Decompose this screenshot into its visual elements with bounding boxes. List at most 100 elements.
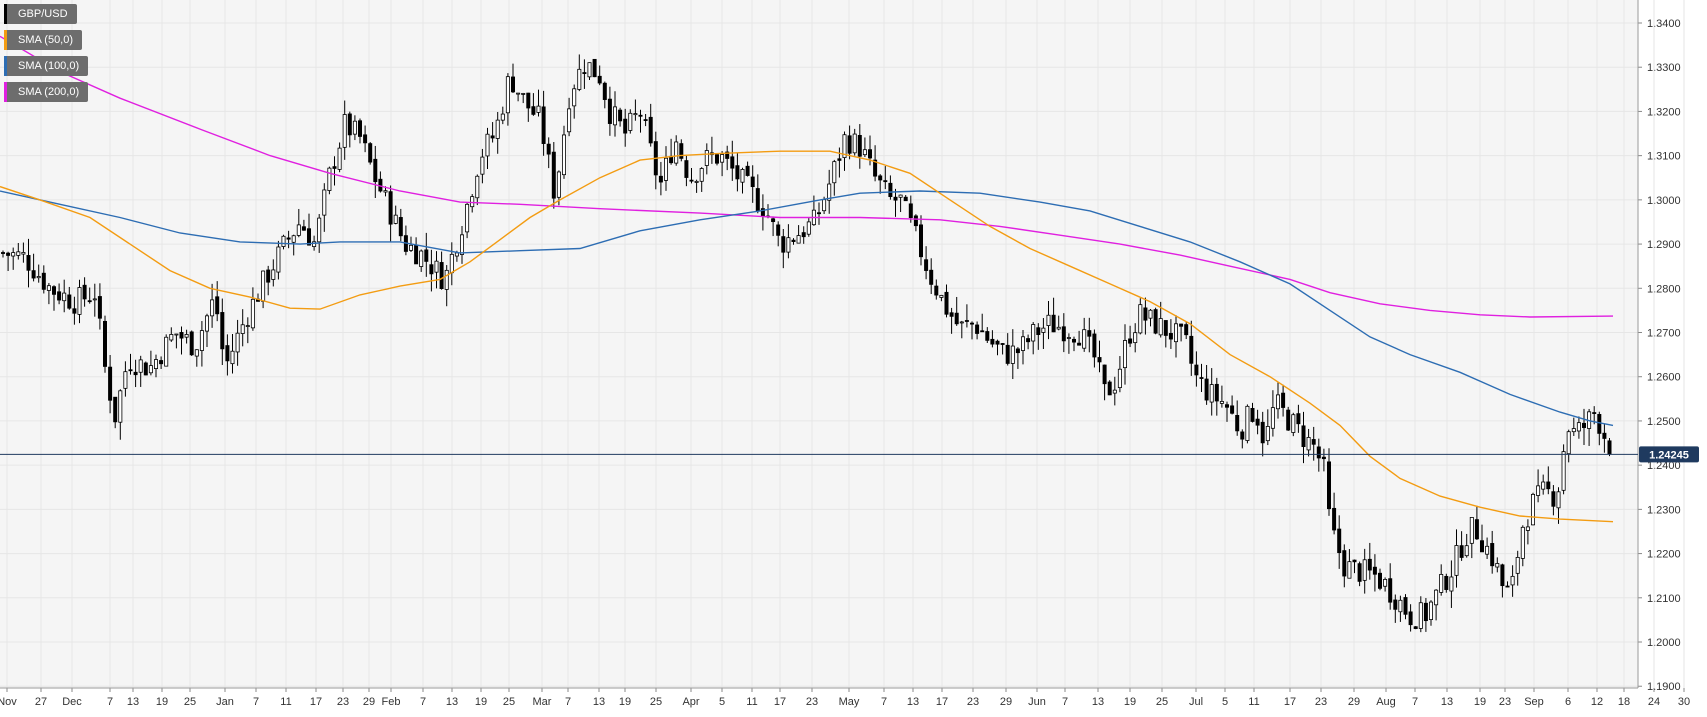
candle	[357, 118, 362, 144]
candle	[730, 140, 735, 181]
candle	[36, 264, 41, 283]
candle-body-down	[750, 176, 755, 188]
legend-item-gbpusd[interactable]: GBP/USD	[4, 4, 77, 24]
candle-body-up	[1148, 309, 1153, 319]
candle-body-down	[1327, 461, 1332, 510]
candle-body-up	[454, 252, 459, 257]
candle-body-up	[1398, 599, 1403, 613]
candle-body-down	[1551, 491, 1556, 507]
candle	[888, 175, 893, 200]
candle	[1423, 598, 1428, 632]
candle-body-down	[582, 72, 587, 74]
candle	[1204, 364, 1209, 405]
candle	[352, 115, 357, 141]
x-tick-label: 19	[475, 696, 487, 708]
candle	[1225, 401, 1230, 422]
candle	[1255, 409, 1260, 435]
x-tick-label: 11	[1248, 696, 1259, 708]
x-tick-label: 19	[1124, 696, 1136, 708]
y-tick-label: 1.3100	[1647, 151, 1681, 163]
candle-body-up	[342, 114, 347, 148]
candle	[985, 327, 990, 344]
candle-body-up	[337, 147, 342, 170]
candle-body-down	[970, 322, 975, 325]
candle	[919, 215, 924, 266]
candle-body-down	[745, 165, 750, 176]
candle-body-down	[306, 228, 311, 246]
candle-body-down	[776, 224, 781, 236]
candle-body-down	[490, 135, 495, 139]
candle	[92, 283, 97, 317]
candle-body-up	[480, 156, 485, 175]
candle	[1505, 581, 1510, 588]
candle	[658, 161, 663, 196]
candle-body-down	[1036, 327, 1041, 335]
candle	[347, 111, 352, 148]
candle	[1444, 573, 1449, 593]
candle	[1128, 325, 1133, 348]
candle-body-up	[572, 88, 577, 107]
candle	[1408, 604, 1413, 632]
y-tick-label: 1.3000	[1647, 195, 1681, 207]
y-tick-label: 1.2100	[1647, 593, 1681, 605]
candle	[444, 265, 449, 307]
candle-body-down	[597, 75, 602, 84]
legend-item-sma100[interactable]: SMA (100,0)	[4, 56, 89, 76]
x-tick-label: 17	[774, 696, 786, 708]
candle	[1459, 531, 1464, 561]
candle-body-down	[67, 294, 72, 309]
candle-body-up	[1031, 324, 1036, 342]
candle-body-down	[1102, 364, 1107, 385]
candle-body-up	[148, 365, 153, 374]
candle-body-up	[118, 390, 123, 423]
candle-body-up	[1383, 579, 1388, 587]
candle	[806, 218, 811, 237]
candle	[893, 188, 898, 217]
candle-body-down	[791, 239, 796, 243]
candle	[750, 165, 755, 203]
candle-body-down	[908, 203, 913, 218]
candle-body-down	[1342, 550, 1347, 577]
candle	[1112, 376, 1117, 406]
candle-body-up	[1010, 345, 1015, 364]
legend-item-sma200[interactable]: SMA (200,0)	[4, 82, 89, 102]
x-tick-label: 23	[967, 696, 979, 708]
candle-body-down	[347, 113, 352, 136]
candle	[393, 205, 398, 225]
candle	[1474, 505, 1479, 540]
x-tick-label: 13	[127, 696, 139, 708]
candle	[959, 320, 964, 339]
x-tick-label: Jan	[216, 696, 234, 708]
legend-item-sma50[interactable]: SMA (50,0)	[4, 30, 83, 50]
y-tick-label: 1.3200	[1647, 106, 1681, 118]
candle	[108, 355, 113, 414]
y-tick-label: 1.2300	[1647, 504, 1681, 516]
candle-body-down	[357, 120, 362, 137]
candle-body-up	[235, 332, 240, 353]
candle	[776, 221, 781, 247]
candle	[531, 93, 536, 116]
legend-swatch-sma100	[4, 56, 7, 76]
candle	[1352, 559, 1357, 574]
candle-body-up	[536, 105, 541, 113]
candle	[148, 350, 153, 376]
candle	[1092, 329, 1097, 368]
candle-body-down	[510, 76, 515, 93]
candle-body-up	[1510, 575, 1515, 586]
candle	[1148, 309, 1153, 327]
candle-body-down	[26, 255, 31, 271]
candle-body-up	[240, 324, 245, 334]
candle	[296, 208, 301, 238]
candle-body-up	[1112, 389, 1117, 394]
candle	[1510, 565, 1515, 597]
candle-body-down	[1163, 320, 1168, 336]
candle-body-down	[31, 270, 36, 279]
candle	[1123, 324, 1128, 385]
candle-body-down	[1311, 439, 1316, 445]
candle-body-down	[1357, 563, 1362, 582]
candle	[1469, 517, 1474, 559]
x-tick-label: 5	[1222, 696, 1228, 708]
candle	[250, 287, 255, 331]
candle	[291, 234, 296, 256]
